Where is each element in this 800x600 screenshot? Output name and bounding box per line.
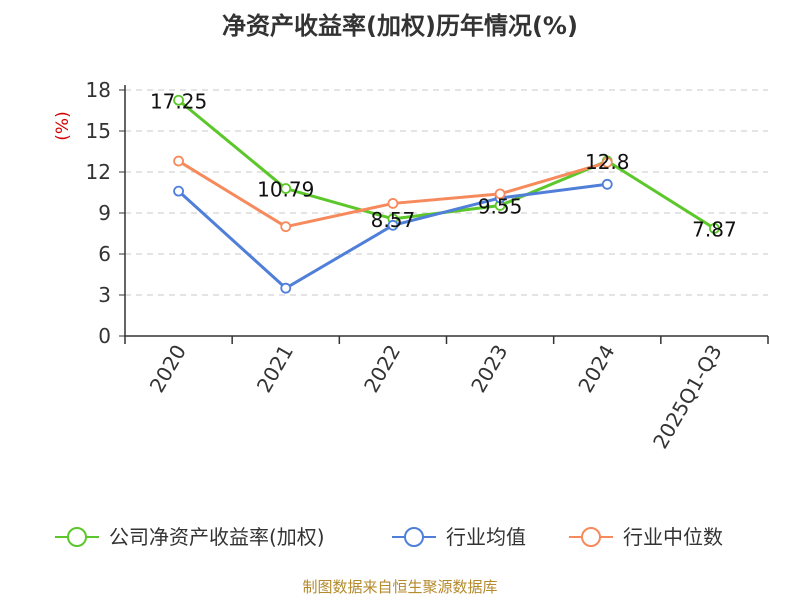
y-tick-label: 3 — [98, 283, 111, 307]
series-layer — [173, 94, 720, 294]
legend-marker — [404, 527, 424, 547]
data-label: 17.25 — [150, 89, 207, 113]
legend-marker — [67, 527, 87, 547]
x-tick-label: 2022 — [359, 341, 405, 397]
data-point — [173, 185, 184, 197]
data-point — [280, 282, 292, 294]
data-point — [494, 188, 506, 200]
data-point — [280, 221, 292, 233]
y-axis-label: (%) — [53, 111, 73, 140]
x-tick-label: 2020 — [145, 341, 191, 397]
grid-lines — [125, 89, 768, 296]
y-tick-label: 0 — [98, 324, 111, 348]
data-point — [387, 219, 399, 231]
data-point — [280, 183, 292, 194]
y-tick-label: 15 — [86, 119, 111, 143]
data-label: 12.8 — [585, 150, 630, 174]
data-point — [709, 223, 720, 234]
data-point — [601, 178, 613, 190]
y-tick-label: 12 — [86, 160, 111, 184]
data-labels: 17.25 10.79 8.57 9.55 12.8 7.87 — [150, 89, 737, 241]
chart-title: 净资产收益率(加权)历年情况(%) — [222, 12, 578, 40]
legend-label: 行业均值 — [446, 525, 526, 549]
x-tick-label: 2023 — [466, 341, 512, 397]
legend-label: 行业中位数 — [623, 525, 723, 549]
legend: 公司净资产收益率(加权) 行业均值 行业中位数 — [55, 525, 723, 549]
source-note: 制图数据来自恒生聚源数据库 — [302, 578, 497, 596]
data-label: 10.79 — [257, 178, 314, 202]
data-point — [387, 198, 399, 209]
data-point — [173, 155, 184, 167]
data-point — [173, 94, 184, 106]
x-tick-label: 2025Q1-Q3 — [648, 341, 727, 453]
data-label: 8.57 — [371, 208, 416, 232]
y-tick-label: 18 — [86, 78, 111, 102]
axes: 0 3 6 9 12 15 18 2020 2021 2022 2023 2024 2025Q1-Q3 — [86, 78, 769, 453]
legend-label: 公司净资产收益率(加权) — [109, 525, 325, 549]
y-tick-label: 6 — [98, 242, 111, 266]
data-point — [601, 157, 613, 168]
x-tick-label: 2024 — [573, 341, 619, 397]
data-label: 9.55 — [478, 194, 523, 218]
data-label: 7.87 — [692, 217, 737, 241]
y-tick-label: 9 — [98, 201, 111, 225]
x-tick-label: 2021 — [252, 341, 298, 397]
legend-marker — [581, 527, 601, 547]
